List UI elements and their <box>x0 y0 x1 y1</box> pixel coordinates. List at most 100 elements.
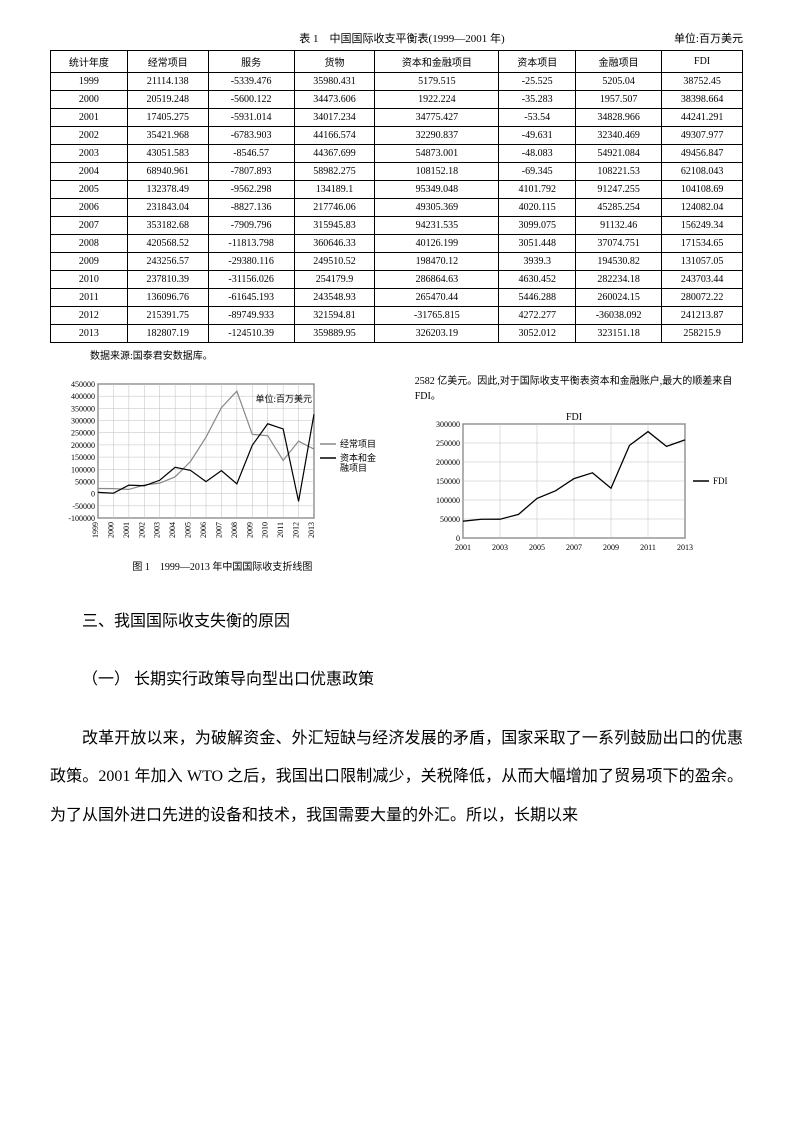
svg-text:300000: 300000 <box>71 417 95 426</box>
svg-text:1999: 1999 <box>91 522 100 538</box>
table-row: 2005132378.49-9562.298134189.195349.0484… <box>51 181 743 199</box>
table-cell: 21114.138 <box>127 73 208 91</box>
table-cell: 2010 <box>51 271 128 289</box>
table-cell: 3051.448 <box>499 235 576 253</box>
svg-text:0: 0 <box>91 490 95 499</box>
table-cell: 243256.57 <box>127 253 208 271</box>
svg-text:FDI: FDI <box>713 476 728 486</box>
table-cell: 2011 <box>51 289 128 307</box>
table-cell: 231843.04 <box>127 199 208 217</box>
table-cell: 38398.664 <box>662 91 743 109</box>
table-cell: 124082.04 <box>662 199 743 217</box>
table-cell: 91132.46 <box>576 217 662 235</box>
table-cell: 91247.255 <box>576 181 662 199</box>
table-cell: 237810.39 <box>127 271 208 289</box>
table-cell: -36038.092 <box>576 307 662 325</box>
table-cell: -29380.116 <box>208 253 294 271</box>
table-cell: 44241.291 <box>662 109 743 127</box>
table-cell: 2006 <box>51 199 128 217</box>
svg-text:450000: 450000 <box>71 380 95 389</box>
table-cell: 243548.93 <box>294 289 375 307</box>
table-cell: 132378.49 <box>127 181 208 199</box>
table-cell: 44166.574 <box>294 127 375 145</box>
table-cell: -31765.815 <box>375 307 499 325</box>
table-cell: 258215.9 <box>662 325 743 343</box>
svg-text:2008: 2008 <box>230 522 239 538</box>
table-cell: -69.345 <box>499 163 576 181</box>
table-cell: -53.54 <box>499 109 576 127</box>
col-header: 服务 <box>208 51 294 73</box>
table-title: 表 1 中国国际收支平衡表(1999—2001 年) <box>130 30 674 46</box>
table-cell: -31156.026 <box>208 271 294 289</box>
table-cell: 241213.87 <box>662 307 743 325</box>
table-cell: -35.283 <box>499 91 576 109</box>
table-cell: 1999 <box>51 73 128 91</box>
table-cell: 54921.084 <box>576 145 662 163</box>
table-row: 2011136096.76-61645.193243548.93265470.4… <box>51 289 743 307</box>
svg-text:2009: 2009 <box>245 522 254 538</box>
table-cell: 108221.53 <box>576 163 662 181</box>
table-cell: 3939.3 <box>499 253 576 271</box>
table-cell: 2002 <box>51 127 128 145</box>
table-cell: 2012 <box>51 307 128 325</box>
table-cell: 254179.9 <box>294 271 375 289</box>
svg-text:2010: 2010 <box>261 522 270 538</box>
table-cell: 34473.606 <box>294 91 375 109</box>
table-cell: -89749.933 <box>208 307 294 325</box>
table-cell: 198470.12 <box>375 253 499 271</box>
table-cell: 265470.44 <box>375 289 499 307</box>
table-cell: 38752.45 <box>662 73 743 91</box>
table-cell: 44367.699 <box>294 145 375 163</box>
chart1-container: -100000-50000050000100000150000200000250… <box>50 374 395 573</box>
chart2-container: 2582 亿美元。因此,对于国际收支平衡表资本和金融账户,最大的顺差来自 FDI… <box>415 374 743 573</box>
subsection-heading: （一） 长期实行政策导向型出口优惠政策 <box>50 661 743 699</box>
table-cell: -11813.798 <box>208 235 294 253</box>
col-header: 资本项目 <box>499 51 576 73</box>
table-cell: 194530.82 <box>576 253 662 271</box>
svg-text:0: 0 <box>456 534 460 543</box>
table-cell: 131057.05 <box>662 253 743 271</box>
table-cell: 4272.277 <box>499 307 576 325</box>
table-cell: 34017.234 <box>294 109 375 127</box>
table-cell: 171534.65 <box>662 235 743 253</box>
table-cell: 420568.52 <box>127 235 208 253</box>
table-cell: -8546.57 <box>208 145 294 163</box>
col-header: 货物 <box>294 51 375 73</box>
chart2-svg: 0500001000001500002000002500003000002001… <box>415 408 735 558</box>
svg-text:单位:百万美元: 单位:百万美元 <box>255 393 312 404</box>
table-cell: -9562.298 <box>208 181 294 199</box>
table-cell: 326203.19 <box>375 325 499 343</box>
table-cell: -61645.193 <box>208 289 294 307</box>
table-row: 2006231843.04-8827.136217746.0649305.369… <box>51 199 743 217</box>
table-cell: 49305.369 <box>375 199 499 217</box>
table-cell: 286864.63 <box>375 271 499 289</box>
table-row: 200020519.248-5600.12234473.6061922.224-… <box>51 91 743 109</box>
table-row: 2009243256.57-29380.116249510.52198470.1… <box>51 253 743 271</box>
svg-text:经常项目: 经常项目 <box>340 438 376 449</box>
table-cell: -7909.796 <box>208 217 294 235</box>
table-cell: 2007 <box>51 217 128 235</box>
table-cell: 108152.18 <box>375 163 499 181</box>
table-cell: 1957.507 <box>576 91 662 109</box>
table-cell: 34775.427 <box>375 109 499 127</box>
svg-text:300000: 300000 <box>436 420 460 429</box>
table-row: 199921114.138-5339.47635980.4315179.515-… <box>51 73 743 91</box>
svg-text:100000: 100000 <box>71 465 95 474</box>
svg-text:融项目: 融项目 <box>340 463 367 473</box>
table-row: 200235421.968-6783.90344166.57432290.837… <box>51 127 743 145</box>
table-cell: 217746.06 <box>294 199 375 217</box>
svg-text:2005: 2005 <box>184 522 193 538</box>
table-cell: 321594.81 <box>294 307 375 325</box>
table-cell: 2005 <box>51 181 128 199</box>
svg-text:2003: 2003 <box>153 522 162 538</box>
table-cell: -8827.136 <box>208 199 294 217</box>
svg-text:250000: 250000 <box>71 429 95 438</box>
table-header: 表 1 中国国际收支平衡表(1999—2001 年) 单位:百万美元 <box>50 30 743 46</box>
table-cell: 359889.95 <box>294 325 375 343</box>
table-cell: 2008 <box>51 235 128 253</box>
svg-text:2013: 2013 <box>677 543 693 552</box>
table-cell: 95349.048 <box>375 181 499 199</box>
table-row: 200468940.961-7807.89358982.275108152.18… <box>51 163 743 181</box>
svg-text:2009: 2009 <box>603 543 619 552</box>
table-cell: -49.631 <box>499 127 576 145</box>
